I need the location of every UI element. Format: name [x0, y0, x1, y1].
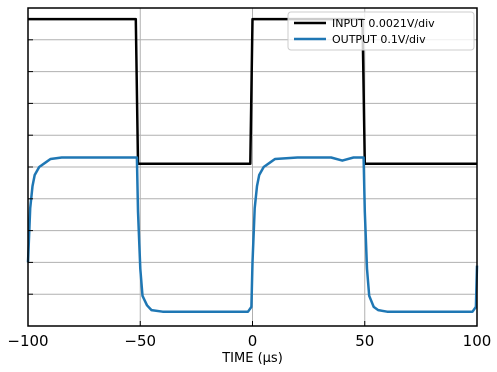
x-tick-label: 0	[248, 332, 258, 350]
legend-label: INPUT 0.0021V/div	[332, 17, 435, 30]
legend: INPUT 0.0021V/div OUTPUT 0.1V/div	[287, 11, 475, 51]
x-tick-label: −50	[124, 332, 156, 350]
series-layer	[26, 17, 479, 313]
x-tick-labels: −100 −50 0 50 100	[7, 332, 491, 350]
x-tick-label: 50	[355, 332, 374, 350]
input-series-line	[28, 17, 477, 166]
output-series-line	[26, 156, 479, 313]
legend-box	[287, 11, 475, 51]
x-axis-title: TIME (µs)	[221, 351, 283, 366]
plot-frame	[27, 7, 478, 327]
x-tick-label: −100	[7, 332, 48, 350]
x-tick-label: 100	[463, 332, 492, 350]
legend-label: OUTPUT 0.1V/div	[332, 33, 426, 46]
